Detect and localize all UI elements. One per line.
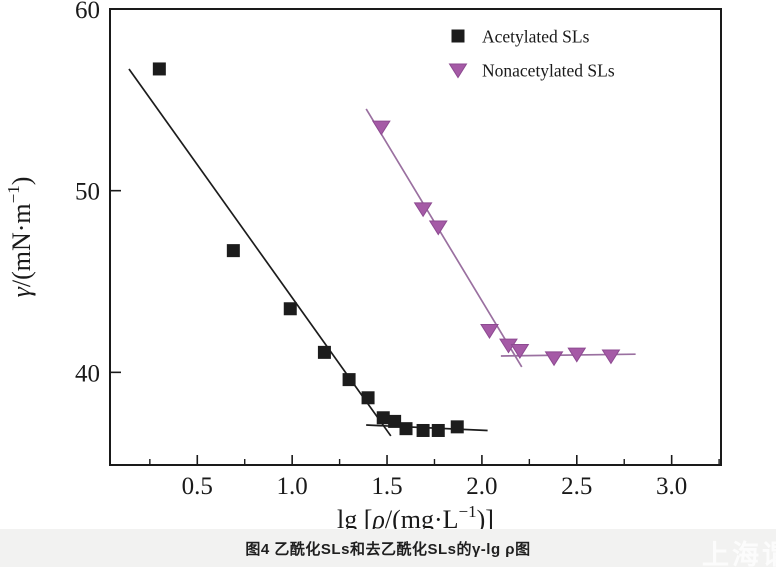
data-point-square [450,420,464,434]
y-axis-ticks: 60 50 40 [75,0,121,387]
square-icon [451,29,465,43]
data-point-triangle [413,202,433,218]
triangle-down-icon [448,63,468,79]
legend-label: Acetylated SLs [482,27,590,47]
x-tick-label: 2.5 [561,473,592,500]
fit-line [365,108,523,368]
data-point-triangle [567,347,587,363]
series-nonacetylated [371,120,621,367]
data-point-square [361,391,375,405]
data-point-square [152,62,166,76]
chart-area: 0.5 1.0 1.5 2.0 2.5 3.0 60 50 40 lg [ρ/(mg·L−1)] γ… [4,0,722,534]
y-tick-label: 40 [75,360,100,387]
data-point-square [399,422,413,436]
x-tick-label: 0.5 [182,473,213,500]
watermark-text: 上海谓 [702,540,776,567]
data-point-triangle [601,349,621,365]
figure-caption: 图4 乙酰化SLs和去乙酰化SLs的γ-lg ρ图 [245,540,531,558]
y-tick-label: 50 [75,179,100,206]
y-axis-label: γ/(mN·m−1) [4,177,36,298]
plot-frame [109,8,722,466]
data-point-square [416,423,430,437]
scatter-chart: 0.5 1.0 1.5 2.0 2.5 3.0 60 50 40 lg [ρ/(mg·L−1)] γ… [4,0,722,534]
data-point-square [376,411,390,425]
data-point-triangle [510,344,530,359]
data-point-square [431,423,445,437]
series-acetylated [152,62,464,437]
data-point-square [317,345,331,359]
data-point-triangle [428,220,448,236]
data-point-square [388,414,402,428]
caption-strip: 图4 乙酰化SLs和去乙酰化SLs的γ-lg ρ图 上海谓 [0,529,776,567]
data-point-triangle [544,351,564,367]
x-tick-label: 1.5 [371,473,402,500]
legend-label: Nonacetylated SLs [482,61,615,81]
x-axis-ticks: 0.5 1.0 1.5 2.0 2.5 3.0 [149,455,720,500]
x-tick-label: 1.0 [277,473,308,500]
x-axis-label: lg [ρ/(mg·L−1)] [337,502,494,529]
data-point-triangle [480,324,499,340]
y-tick-label: 60 [75,0,100,24]
data-point-square [226,244,240,258]
x-tick-label: 3.0 [656,473,687,500]
x-tick-label: 2.0 [466,473,497,500]
data-point-square [283,302,297,316]
data-point-square [342,373,356,387]
legend: Acetylated SLs Nonacetylated SLs [448,27,615,81]
data-point-triangle [371,120,391,136]
